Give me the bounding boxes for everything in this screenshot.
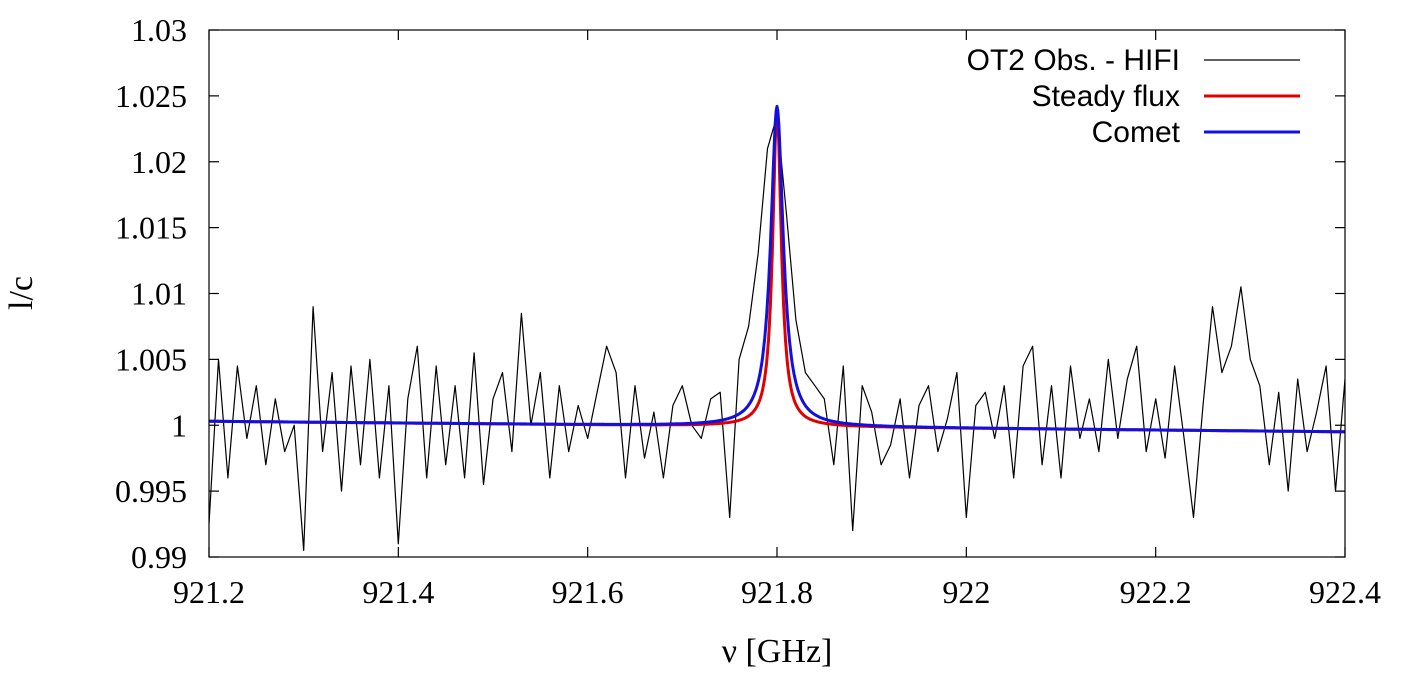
y-tick-label: 1.005	[115, 341, 187, 377]
y-tick-label: 0.99	[131, 539, 187, 575]
series-line-comet	[209, 104, 1345, 434]
y-axis-label: l/c	[3, 276, 40, 310]
x-tick-label: 921.8	[741, 574, 813, 610]
legend-label: Comet	[1092, 116, 1181, 149]
legend-label: OT2 Obs. - HIFI	[967, 44, 1180, 77]
legend-label: Steady flux	[1032, 80, 1180, 113]
x-axis: 921.2 921.4 921.6 921.8 922 922.2 922.4	[173, 30, 1381, 610]
y-tick-label: 0.995	[115, 473, 187, 509]
y-tick-label: 1.01	[131, 276, 187, 312]
y-tick-label: 1.03	[131, 12, 187, 48]
x-tick-label: 922.2	[1120, 574, 1192, 610]
y-tick-label: 1.02	[131, 144, 187, 180]
x-tick-label: 922	[942, 574, 990, 610]
x-axis-label: ν [GHz]	[722, 633, 833, 670]
y-tick-label: 1.025	[115, 78, 187, 114]
y-axis: 0.99 0.995 1 1.005 1.01 1.015 1.02 1.025 1.03	[115, 12, 1345, 575]
x-tick-label: 922.4	[1309, 574, 1381, 610]
y-tick-label: 1	[171, 407, 187, 443]
x-tick-label: 921.4	[362, 574, 434, 610]
series-line-ot2-obs-hifi	[209, 115, 1345, 551]
x-tick-label: 921.6	[552, 574, 624, 610]
y-tick-label: 1.015	[115, 210, 187, 246]
series-line-steady-flux	[209, 107, 1345, 434]
x-tick-label: 921.2	[173, 574, 245, 610]
series-layer	[209, 104, 1345, 551]
